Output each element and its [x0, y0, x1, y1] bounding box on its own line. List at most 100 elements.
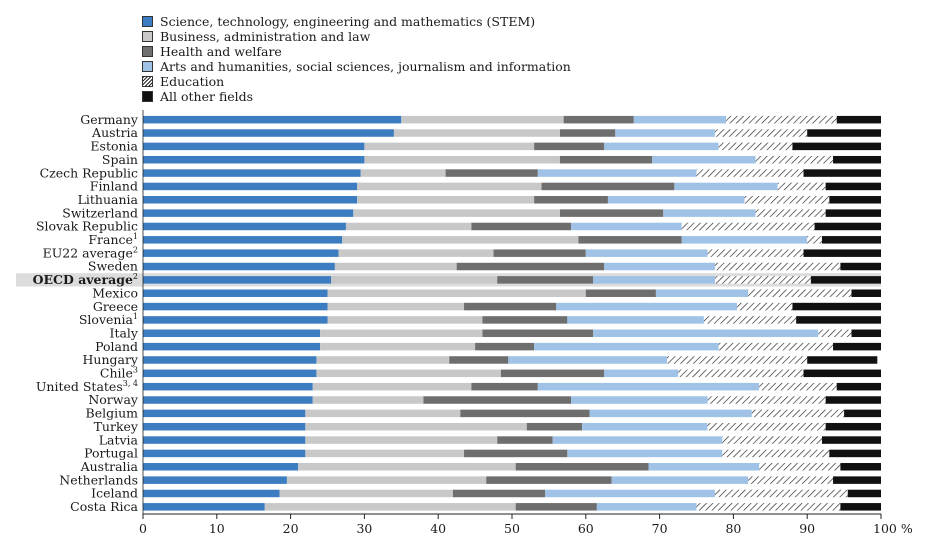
category-label-turkey: Turkey	[94, 419, 139, 434]
bar-segment-arts-germany	[633, 115, 727, 124]
bar-segment-business-turkey	[305, 422, 527, 431]
bar-segment-other-lithuania	[829, 196, 881, 204]
bar-segment-health-finland	[541, 182, 675, 191]
bar-segment-health-latvia	[497, 436, 553, 444]
bar-segment-education-slovenia	[703, 316, 797, 324]
legend-label-education: Education	[160, 74, 225, 89]
bar-segment-business-united-states	[312, 382, 472, 391]
x-tick-label-4: 40	[430, 521, 446, 536]
bar-segment-other-eu22-average	[803, 249, 881, 257]
bar-segment-health-sweden	[456, 262, 605, 271]
category-label-slovak-republic: Slovak Republic	[36, 219, 138, 234]
bar-segment-stem-iceland	[143, 489, 280, 498]
bar-segment-arts-finland	[674, 182, 778, 191]
bar-segment-other-costa-rica	[840, 503, 881, 511]
bar-segment-health-iceland	[452, 489, 546, 498]
bar-segment-arts-oecd-average	[593, 276, 715, 284]
legend-swatch-stem	[142, 16, 153, 27]
bar-segment-arts-iceland	[545, 489, 715, 498]
bar-segment-other-chile	[803, 369, 881, 378]
bar-segment-arts-italy	[593, 329, 819, 338]
category-label-iceland: Iceland	[91, 486, 138, 501]
bar-segment-stem-hungary	[143, 356, 317, 364]
bar-segment-education-finland	[777, 182, 826, 191]
bar-segment-other-slovak-republic	[814, 222, 881, 231]
bar-segment-health-slovenia	[482, 316, 568, 324]
bar-segment-arts-slovenia	[567, 316, 704, 324]
bar-segment-business-lithuania	[357, 196, 535, 204]
legend-swatch-arts	[142, 61, 153, 72]
bar-segment-health-greece	[464, 302, 557, 311]
bar-segment-education-switzerland	[755, 209, 826, 217]
legend-item-other: All other fields	[142, 89, 571, 104]
bar-segment-business-greece	[327, 302, 465, 311]
x-tick-label-3: 30	[356, 521, 372, 536]
legend-item-business: Business, administration and law	[142, 29, 571, 44]
bar-segment-health-austria	[559, 129, 616, 137]
bar-segment-business-germany	[401, 115, 564, 124]
bar-segment-arts-slovak-republic	[571, 222, 682, 231]
bar-segment-education-germany	[726, 115, 837, 124]
bar-segment-health-poland	[475, 342, 535, 351]
bar-segment-stem-norway	[143, 396, 313, 404]
bar-segment-education-italy	[818, 329, 852, 338]
bar-segment-arts-czech-republic	[537, 169, 697, 177]
bar-segment-arts-norway	[571, 396, 708, 404]
bar-segment-arts-turkey	[582, 422, 708, 431]
bar-segment-stem-eu22-average	[143, 249, 339, 257]
bar-segment-stem-australia	[143, 463, 298, 471]
bar-segment-arts-france	[681, 236, 808, 244]
bar-segment-health-norway	[423, 396, 572, 404]
bar-segment-arts-spain	[652, 155, 756, 164]
bar-segment-business-mexico	[327, 289, 586, 297]
legend-label-other: All other fields	[160, 89, 254, 104]
bar-segment-arts-greece	[556, 302, 738, 311]
bar-segment-arts-hungary	[508, 356, 667, 364]
bar-segment-health-switzerland	[559, 209, 664, 217]
bar-segment-other-france	[821, 236, 881, 244]
legend-item-education: Education	[142, 74, 571, 89]
bar-segment-other-spain	[833, 155, 881, 164]
bar-segment-business-portugal	[305, 449, 465, 458]
bar-segment-education-austria	[714, 129, 808, 137]
bar-segment-business-france	[342, 236, 579, 244]
category-label-belgium: Belgium	[86, 406, 139, 421]
bar-segment-education-belgium	[751, 409, 845, 418]
category-label-netherlands: Netherlands	[59, 472, 138, 487]
bar-segment-other-germany	[836, 115, 881, 124]
bar-segment-health-spain	[559, 155, 653, 164]
bar-segment-education-slovak-republic	[681, 222, 815, 231]
legend-label-health: Health and welfare	[160, 44, 282, 59]
category-label-mexico: Mexico	[92, 285, 138, 300]
bar-segment-health-eu22-average	[493, 249, 586, 257]
legend-item-arts: Arts and humanities, social sciences, jo…	[142, 59, 571, 74]
bar-segment-education-spain	[755, 155, 834, 164]
bar-segment-stem-slovak-republic	[143, 222, 346, 231]
legend-item-health: Health and welfare	[142, 44, 571, 59]
bar-segment-business-australia	[297, 463, 516, 471]
legend-label-stem: Science, technology, engineering and mat…	[160, 14, 536, 29]
bar-segment-education-mexico	[748, 289, 852, 297]
bar-segment-business-slovak-republic	[345, 222, 472, 231]
category-label-chile: Chile3	[100, 366, 138, 381]
bar-segment-stem-spain	[143, 155, 365, 164]
bar-segment-arts-lithuania	[607, 196, 745, 204]
bar-segment-stem-turkey	[143, 422, 306, 431]
category-label-hungary: Hungary	[83, 352, 139, 367]
bar-segment-business-spain	[364, 155, 560, 164]
bar-segment-education-norway	[707, 396, 826, 404]
bar-segment-education-united-states	[759, 382, 837, 391]
bar-segment-other-portugal	[829, 449, 881, 458]
bar-segment-other-austria	[807, 129, 881, 137]
x-tick-label-6: 60	[578, 521, 594, 536]
bar-segment-other-czech-republic	[803, 169, 881, 177]
bar-segment-arts-chile	[604, 369, 679, 378]
bar-segment-health-italy	[482, 329, 594, 338]
bar-segment-business-belgium	[305, 409, 461, 418]
bar-segment-business-eu22-average	[338, 249, 494, 257]
bar-segment-health-portugal	[464, 449, 568, 458]
bar-segment-health-oecd-average	[497, 276, 594, 284]
category-label-eu22-average: EU22 average2	[43, 245, 138, 260]
bar-segment-stem-france	[143, 236, 343, 244]
category-label-italy: Italy	[110, 325, 139, 340]
